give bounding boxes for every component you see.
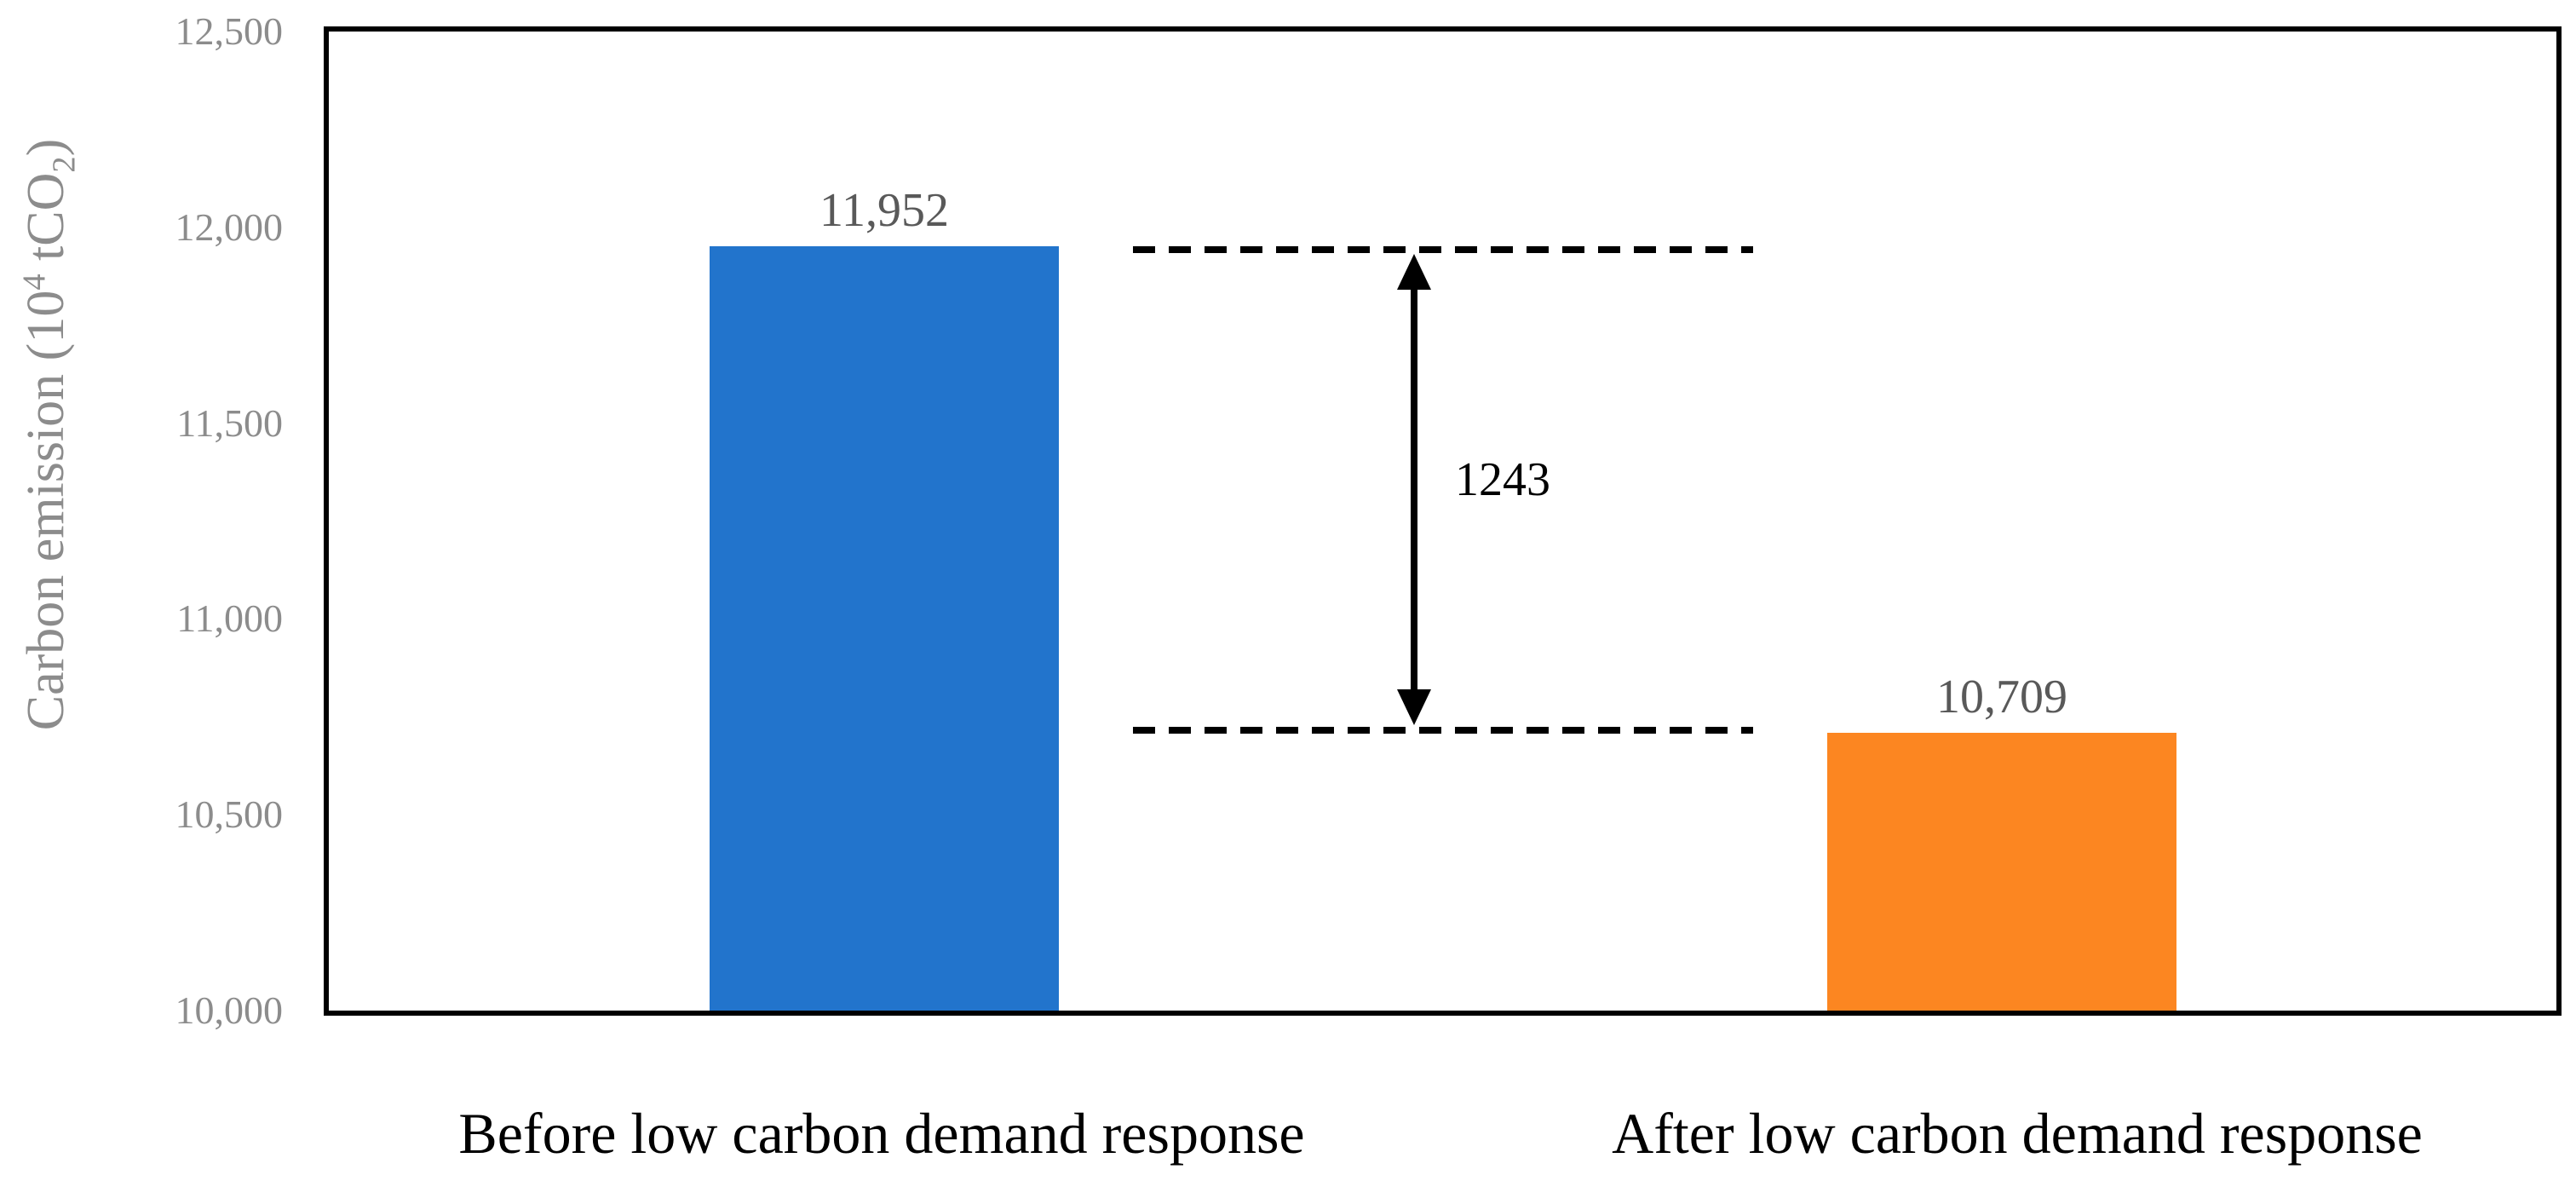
dashed-reference-line-top — [1133, 245, 1753, 253]
bar-before-low-carbon-dr — [710, 245, 1059, 1011]
y-tick-11000: 11,000 — [176, 596, 283, 640]
arrow-head-up-icon — [1397, 253, 1431, 290]
bar-after-low-carbon-dr — [1827, 733, 2176, 1011]
category-label-before: Before low carbon demand response — [458, 1101, 1305, 1166]
category-label-after: After low carbon demand response — [1612, 1101, 2423, 1166]
y-tick-10500: 10,500 — [175, 792, 284, 836]
data-label-after: 10,709 — [1936, 671, 2067, 724]
y-axis-title-subscript: 2 — [46, 156, 83, 173]
difference-arrow — [1397, 253, 1431, 726]
y-tick-12000: 12,000 — [175, 205, 284, 249]
y-axis-title-end: ) — [17, 138, 76, 157]
arrow-head-down-icon — [1397, 689, 1431, 726]
y-tick-10000: 10,000 — [175, 988, 284, 1032]
y-axis-title-main: Carbon emission (10 — [17, 290, 76, 731]
y-axis-title-superscript: 4 — [16, 274, 53, 291]
arrow-shaft — [1411, 285, 1417, 694]
y-tick-12500: 12,500 — [175, 9, 284, 53]
difference-annotation: 1243 — [1455, 453, 1550, 506]
plot-area: 11,952 10,709 1243 — [324, 26, 2562, 1016]
y-tick-11500: 11,500 — [176, 401, 283, 445]
data-label-before: 11,952 — [819, 183, 949, 237]
dashed-reference-line-bottom — [1133, 727, 1753, 735]
